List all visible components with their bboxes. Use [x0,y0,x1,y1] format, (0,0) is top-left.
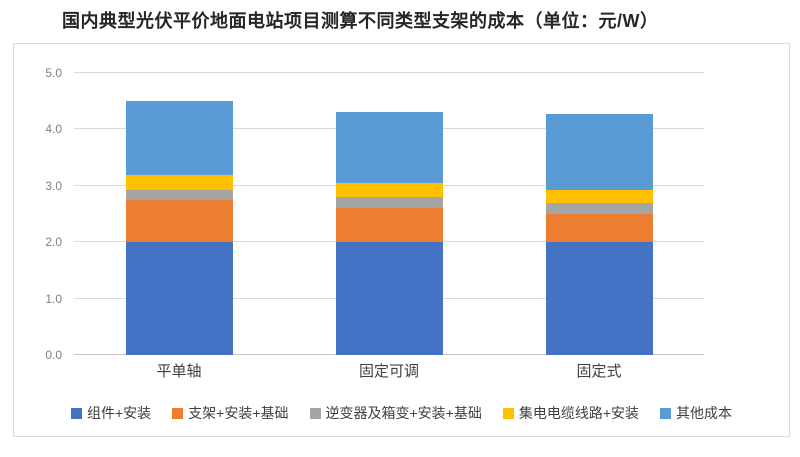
bar-segment [125,190,233,200]
bar-segment [335,183,443,198]
legend-label: 其他成本 [676,405,733,421]
bar-segment [125,174,233,191]
legend-item: 组件+安装 [70,403,152,423]
legend-item: 集电电缆线路+安装 [502,403,640,423]
chart-title: 国内典型光伏平价地面电站项目测算不同类型支架的成本（单位：元/W） [62,11,659,31]
bar-segment [125,242,233,355]
x-category-label: 平单轴 [156,363,202,380]
bar-segment [125,101,233,175]
stacked-bar [125,101,233,355]
y-axis-tick-label: 0.0 [45,348,62,362]
y-axis-tick-label: 3.0 [45,178,62,193]
legend-label: 组件+安装 [86,405,152,421]
bar-segment [335,242,443,355]
gridline [74,72,704,73]
legend-swatch-icon [309,407,321,419]
legend-swatch-icon [660,407,672,419]
legend-item: 逆变器及箱变+安装+基础 [309,403,482,423]
legend-swatch-icon [502,407,514,419]
bar-segment [335,112,443,183]
legend-label: 逆变器及箱变+安装+基础 [325,405,482,421]
stacked-bar [545,114,653,355]
y-axis-tick-label: 4.0 [45,122,62,137]
y-axis-tick-label: 2.0 [45,235,62,250]
x-category-label: 固定式 [576,363,622,380]
legend-item: 支架+安装+基础 [172,403,289,423]
stacked-bar [335,112,443,355]
legend-label: 支架+安装+基础 [188,405,289,421]
chart-area: 0.0 1.0 2.0 3.0 4.0 5.0 平单轴 固定可调 固定式 组件+安装 支架+安装+… [13,43,790,437]
bar-segment [335,197,443,209]
bar-segment [545,114,653,191]
legend-swatch-icon [172,407,184,419]
legend-label: 集电电缆线路+安装 [518,405,640,421]
x-category-label: 固定可调 [358,363,419,380]
bar-segment [545,214,653,243]
bar-segment [125,199,233,243]
y-axis-tick-label: 5.0 [45,66,62,80]
legend-item: 其他成本 [660,403,732,423]
plot-area: 0.0 1.0 2.0 3.0 4.0 5.0 平单轴 固定可调 固定式 [45,66,704,380]
bar-segment [545,242,653,355]
legend: 组件+安装 支架+安装+基础 逆变器及箱变+安装+基础 集电电缆线路+安装 其他成本 [14,401,789,425]
bar-segment [545,202,653,214]
y-axis-tick-label: 1.0 [45,291,62,306]
bar-segment [335,208,443,243]
legend-swatch-icon [70,407,82,419]
bar-segment [545,190,653,203]
